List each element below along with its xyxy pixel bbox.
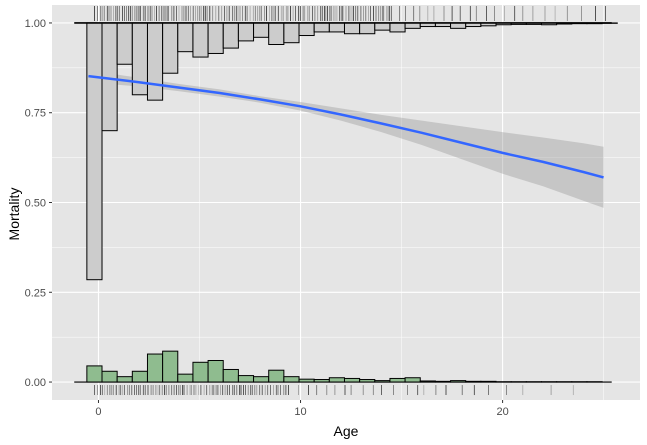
top-histogram-bar <box>146 22 164 101</box>
top-histogram-bar <box>450 22 467 29</box>
y-tick-label: 1.00 <box>25 18 46 30</box>
y-tick-label: 0.50 <box>25 198 46 210</box>
x-tick-label: 10 <box>294 406 306 418</box>
bottom-histogram-bar <box>101 370 118 383</box>
bottom-histogram-bar <box>404 377 421 383</box>
top-histogram-bar <box>86 22 103 281</box>
fit-line-layer <box>88 74 604 179</box>
y-tick-label: 0.00 <box>25 377 46 389</box>
bottom-histogram-bar <box>268 369 285 383</box>
top-histogram-bar <box>343 22 361 35</box>
top-histogram-bar <box>374 22 391 31</box>
top-histogram-bar <box>177 22 194 53</box>
bottom-histogram-bar <box>207 360 224 383</box>
rug-bottom <box>94 385 574 396</box>
bottom-histogram-bar <box>222 368 239 383</box>
x-axis-title: Age <box>334 423 359 439</box>
y-axis-title: Mortality <box>6 188 22 241</box>
top-histogram-bar <box>237 22 255 42</box>
bottom-histogram-bar <box>162 350 179 383</box>
x-axis-ticks: 0 10 20 <box>95 400 509 418</box>
bottom-histogram-bar <box>328 377 345 383</box>
top-histogram-bar <box>389 22 406 33</box>
top-histogram-bar <box>162 22 179 74</box>
bottom-histogram-bar <box>116 376 133 383</box>
top-histogram-bar <box>313 22 330 33</box>
bottom-histogram-bar <box>192 361 209 383</box>
top-histogram-bar <box>222 22 239 49</box>
baselines <box>74 22 612 383</box>
bottom-histogram-bar <box>237 375 255 383</box>
y-tick-label: 0.75 <box>25 108 46 120</box>
top-histogram-bar <box>298 22 315 37</box>
fit-line <box>88 74 604 179</box>
y-tick-label: 0.25 <box>25 287 46 299</box>
top-histogram-bar <box>283 22 300 44</box>
y-axis-ticks: 0.00 0.25 0.50 0.75 1.00 <box>25 18 52 389</box>
bottom-histogram-bar <box>283 376 300 383</box>
top-histogram <box>86 22 618 281</box>
top-histogram-bar <box>328 22 345 33</box>
x-tick-label: 20 <box>496 406 508 418</box>
top-histogram-bar <box>192 22 209 58</box>
top-histogram-bar <box>116 22 133 65</box>
top-histogram-bar <box>404 22 421 29</box>
x-tick-label: 0 <box>95 406 101 418</box>
top-histogram-bar <box>207 22 224 54</box>
top-histogram-bar <box>268 22 285 45</box>
rug-top <box>94 5 606 21</box>
top-histogram-bar <box>253 22 270 38</box>
bottom-histogram-bar <box>131 370 148 383</box>
bottom-histogram-bar <box>177 373 194 383</box>
bottom-histogram-bar <box>253 376 270 383</box>
bottom-histogram-bar <box>86 365 103 383</box>
top-histogram-bar <box>359 22 376 35</box>
bottom-histogram-bar <box>146 353 164 383</box>
